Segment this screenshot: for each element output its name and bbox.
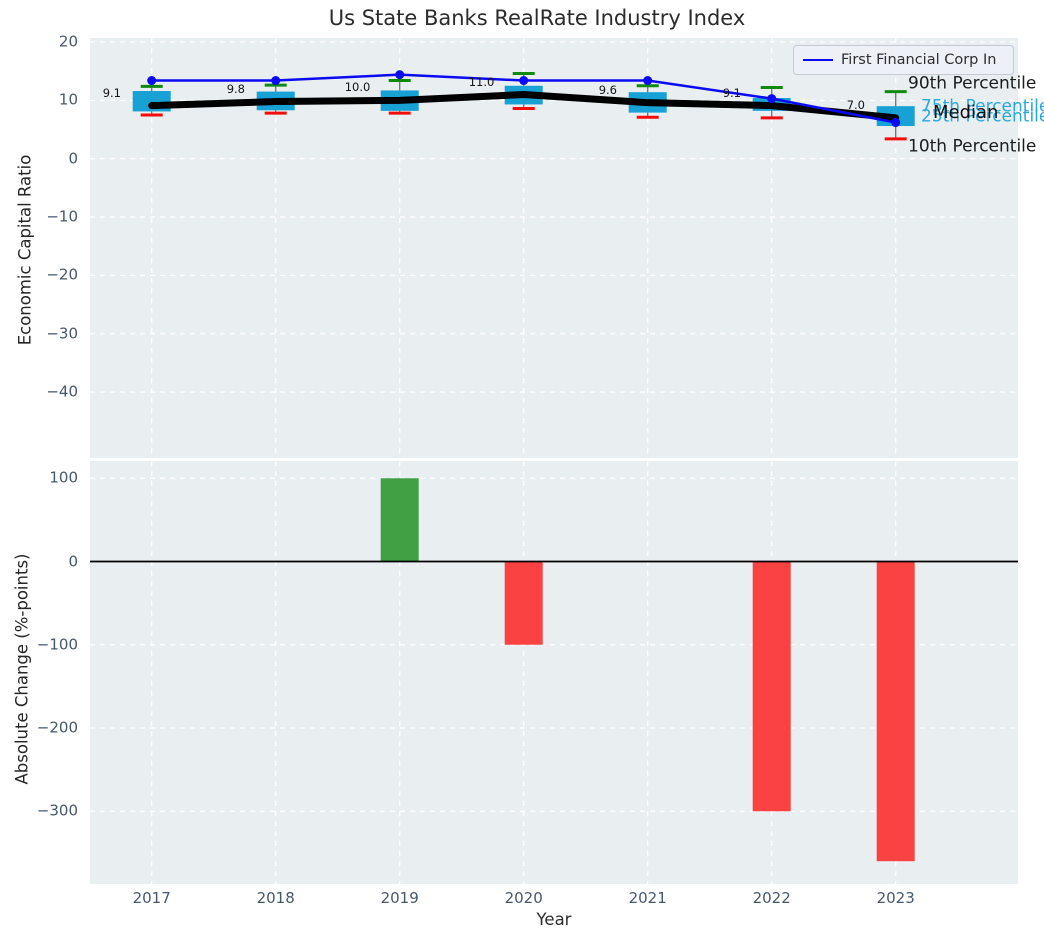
- median-value-annotation: 10.0: [345, 82, 371, 94]
- median-value-annotation: 9.6: [599, 85, 617, 97]
- legend-line-sample: [803, 59, 833, 61]
- bottom-y-tick-label: 0: [28, 554, 78, 569]
- company-marker: [643, 76, 652, 85]
- median-value-annotation: 9.1: [103, 88, 121, 100]
- legend-label: First Financial Corp In: [841, 52, 996, 68]
- company-marker: [147, 76, 156, 85]
- change-bar-negative: [505, 562, 543, 645]
- x-tick-label: 2023: [877, 891, 915, 906]
- x-tick-label: 2018: [257, 891, 295, 906]
- change-bar-negative: [753, 562, 791, 812]
- change-bar-positive: [381, 478, 419, 561]
- x-tick-label: 2022: [753, 891, 791, 906]
- x-tick-label: 2021: [629, 891, 667, 906]
- company-marker: [519, 76, 528, 85]
- bottom-y-tick-label: −100: [28, 637, 78, 652]
- x-tick-label: 2020: [505, 891, 543, 906]
- median-value-annotation: 7.0: [847, 100, 865, 112]
- top-y-tick-label: 0: [28, 151, 78, 166]
- company-marker: [767, 94, 776, 103]
- plot-canvas: [0, 0, 1044, 942]
- company-marker: [395, 70, 404, 79]
- median-value-annotation: 9.1: [723, 88, 741, 100]
- top-y-tick-label: 20: [28, 35, 78, 50]
- median-value-annotation: 11.0: [469, 77, 495, 89]
- industry-index-figure: Us State Banks RealRate Industry Index E…: [0, 0, 1044, 942]
- median-value-annotation: 9.8: [227, 84, 245, 96]
- percentile-annotation-10th-percentile: 10th Percentile: [908, 139, 1036, 156]
- top-y-axis-label: Economic Capital Ratio: [16, 155, 35, 346]
- bottom-y-axis-label: Absolute Change (%-points): [13, 554, 32, 785]
- company-marker: [271, 76, 280, 85]
- bottom-y-tick-label: −200: [28, 721, 78, 736]
- top-y-tick-label: 10: [28, 93, 78, 108]
- chart-title: Us State Banks RealRate Industry Index: [30, 6, 1044, 30]
- legend: First Financial Corp In: [793, 45, 1014, 75]
- top-y-tick-label: −30: [28, 326, 78, 341]
- top-y-tick-label: −20: [28, 268, 78, 283]
- x-axis-label: Year: [537, 910, 572, 929]
- percentile-annotation-median: Median: [933, 104, 998, 122]
- x-tick-label: 2017: [133, 891, 171, 906]
- percentile-annotation-90th-percentile: 90th Percentile: [908, 76, 1036, 93]
- change-bar-negative: [877, 562, 915, 862]
- top-y-tick-label: −10: [28, 210, 78, 225]
- bottom-y-tick-label: 100: [28, 471, 78, 486]
- company-marker: [891, 118, 900, 127]
- bottom-y-tick-label: −300: [28, 804, 78, 819]
- top-y-tick-label: −40: [28, 385, 78, 400]
- x-tick-label: 2019: [381, 891, 419, 906]
